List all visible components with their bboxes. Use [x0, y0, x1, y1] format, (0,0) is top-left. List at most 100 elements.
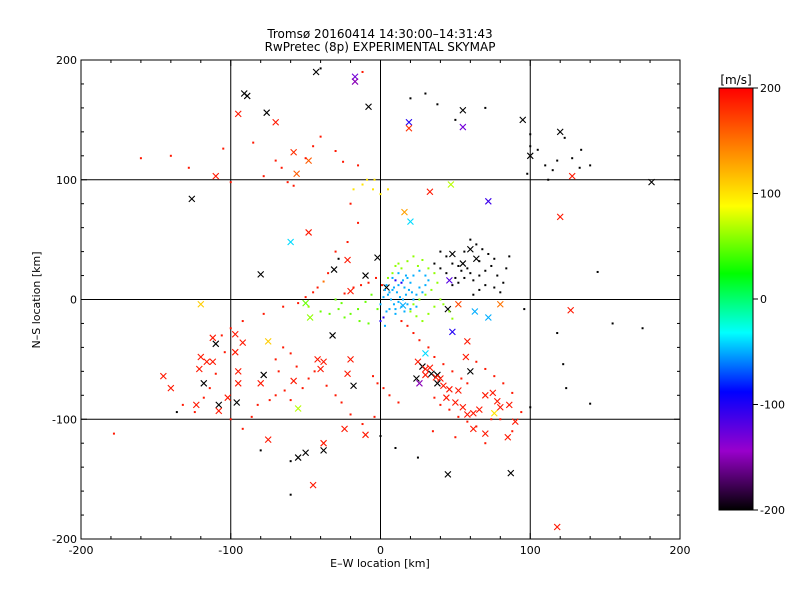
colorbar-tick-label: 100	[760, 188, 781, 201]
data-point-dot	[556, 159, 559, 162]
data-point-dot	[379, 193, 382, 196]
x-tick-label: 100	[520, 544, 541, 557]
data-point-cross	[302, 449, 310, 457]
data-point-dot	[433, 272, 436, 275]
data-point-dot	[439, 403, 442, 406]
data-point-dot	[382, 316, 385, 319]
data-point-dot	[469, 272, 472, 275]
data-point-cross	[440, 382, 447, 390]
data-point-dot	[366, 178, 369, 181]
data-point-cross	[469, 409, 477, 417]
data-point-dot	[295, 365, 298, 368]
data-point-dot	[475, 360, 478, 363]
data-point-dot	[383, 324, 386, 327]
data-point-dot	[382, 296, 385, 299]
data-point-dot	[357, 221, 360, 224]
data-point-cross	[422, 349, 429, 357]
data-point-dot	[349, 202, 352, 205]
data-point-cross	[507, 469, 515, 477]
data-point-cross	[317, 365, 324, 373]
data-point-cross	[257, 379, 265, 387]
data-point-cross	[188, 195, 196, 203]
data-point-dot	[274, 358, 277, 361]
data-point-cross	[264, 338, 272, 345]
data-point-dot	[370, 293, 373, 296]
data-point-dot	[334, 250, 337, 253]
data-point-dot	[187, 166, 190, 169]
data-point-dot	[397, 272, 400, 275]
data-point-dot	[418, 339, 421, 342]
data-point-dot	[433, 262, 436, 265]
data-point-dot	[282, 305, 285, 308]
data-point-dot	[436, 103, 439, 106]
data-point-cross	[320, 446, 327, 454]
data-point-dot	[424, 92, 427, 95]
x-tick-labels: -200 -100 0 100 200	[69, 60, 691, 557]
data-point-dot	[307, 377, 310, 380]
data-point-dot	[412, 298, 415, 301]
data-point-cross	[448, 250, 456, 258]
data-point-dot	[556, 332, 559, 335]
data-point-dot	[360, 284, 363, 287]
data-point-dot	[466, 420, 469, 423]
data-point-cross	[511, 418, 519, 426]
data-point-dot	[361, 70, 364, 73]
data-point-cross	[239, 339, 247, 346]
data-point-dot	[490, 264, 493, 267]
data-point-cross	[556, 128, 564, 136]
data-point-dot	[529, 133, 532, 136]
data-point-dot	[328, 312, 331, 315]
data-point-dot	[409, 308, 412, 311]
data-point-dot	[536, 148, 539, 151]
data-point-dot	[641, 327, 644, 330]
data-point-dot	[220, 334, 223, 337]
data-point-dot	[484, 269, 487, 272]
chart-title: Tromsø 20160414 14:30:00–14:31:43	[266, 27, 492, 41]
data-point-dot	[430, 288, 433, 291]
data-point-cross	[320, 439, 327, 447]
data-point-cross	[466, 367, 474, 375]
data-point-dot	[442, 363, 445, 366]
data-point-cross	[459, 106, 467, 114]
data-point-cross	[462, 353, 470, 361]
y-tick-label: 100	[56, 174, 77, 187]
data-point-dot	[611, 322, 614, 325]
data-point-dot	[214, 372, 217, 375]
data-point-cross	[526, 152, 534, 160]
data-point-dot	[412, 332, 415, 335]
data-point-dot	[407, 288, 410, 291]
data-point-dot	[466, 267, 469, 270]
data-point-dot	[478, 288, 481, 291]
data-point-dot	[421, 291, 424, 294]
data-point-cross	[159, 372, 167, 380]
data-point-dot	[445, 255, 448, 258]
data-point-cross	[484, 197, 492, 205]
data-point-cross	[197, 353, 205, 361]
data-point-cross	[451, 399, 459, 406]
data-point-cross	[212, 340, 220, 348]
data-point-dot	[229, 181, 232, 184]
data-point-dot	[448, 408, 451, 411]
data-point-cross	[234, 379, 242, 387]
data-point-cross	[463, 338, 471, 345]
data-point-dot	[372, 188, 375, 191]
data-point-cross	[257, 270, 265, 278]
data-point-dot	[385, 284, 388, 287]
data-point-cross	[200, 379, 208, 387]
data-point-dot	[208, 387, 211, 390]
data-point-dot	[386, 276, 389, 279]
data-point-dot	[256, 403, 259, 406]
data-point-cross	[231, 330, 239, 338]
data-point-cross	[341, 425, 348, 433]
data-point-dot	[505, 267, 508, 270]
data-point-dot	[439, 250, 442, 253]
data-point-dot	[487, 252, 490, 255]
data-point-cross	[490, 409, 498, 417]
data-point-dot	[382, 387, 385, 390]
data-point-cross	[434, 379, 441, 387]
data-point-dot	[342, 160, 345, 163]
data-point-dot	[472, 293, 475, 296]
data-point-dot	[544, 164, 547, 167]
data-point-cross	[496, 300, 504, 308]
x-axis-label: E–W location [km]	[330, 557, 430, 570]
